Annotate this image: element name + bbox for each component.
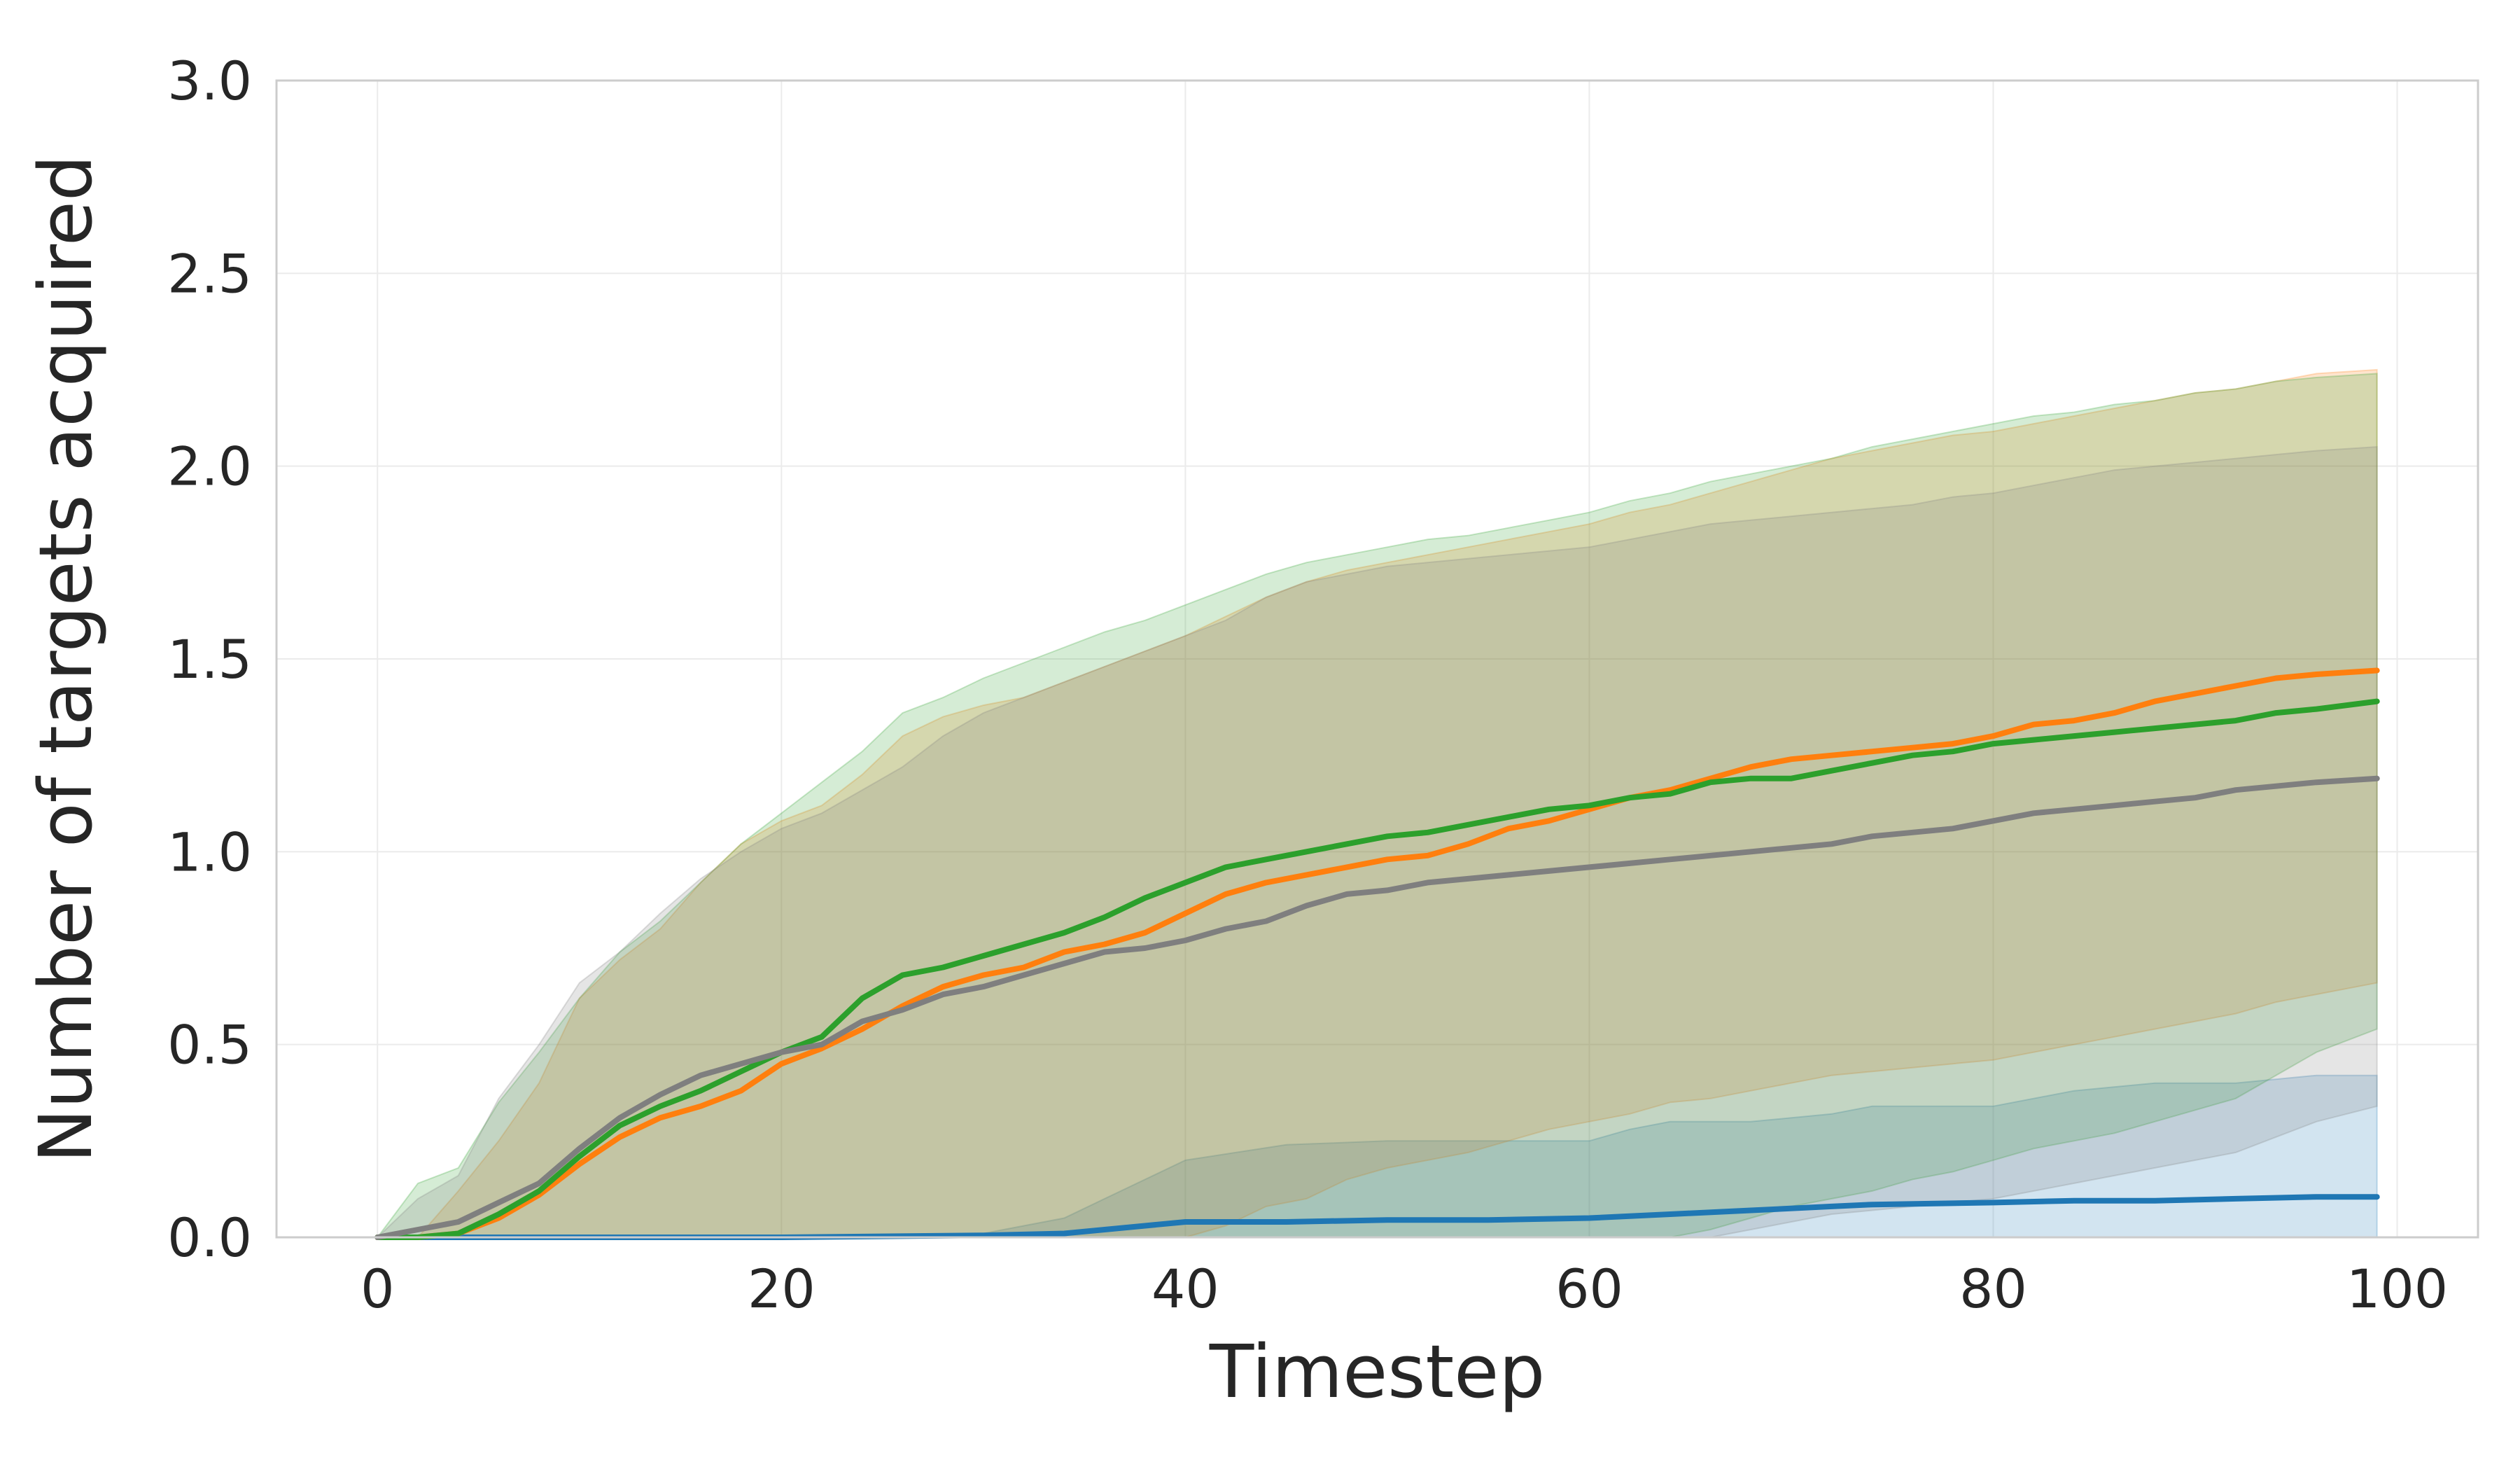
- plot-frame: [275, 79, 2479, 1239]
- y-axis-title: Number of targets acquired: [23, 155, 108, 1163]
- y-tick-label: 3.0: [167, 50, 252, 112]
- x-tick-label: 60: [1555, 1258, 1623, 1320]
- x-tick-label: 80: [1959, 1258, 2027, 1320]
- series-line-1: [374, 667, 2380, 1240]
- y-tick-labels: 0.0 0.5 1.0 1.5 2.0 2.5 3.0: [167, 50, 252, 1269]
- y-tick-label: 1.0: [167, 821, 252, 883]
- y-tick-label: 2.5: [167, 242, 252, 305]
- series-line-3: [374, 775, 2380, 1240]
- x-tick-label: 0: [360, 1258, 394, 1320]
- y-tick-label: 2.0: [167, 436, 252, 498]
- series-line-2: [374, 698, 2380, 1240]
- x-tick-label: 100: [2346, 1258, 2448, 1320]
- x-tick-labels: 0 20 40 60 80 100: [360, 1258, 2448, 1320]
- y-tick-label: 0.5: [167, 1014, 252, 1076]
- x-axis-title: Timestep: [1209, 1329, 1545, 1414]
- x-tick-label: 20: [748, 1258, 816, 1320]
- y-tick-label: 0.0: [167, 1207, 252, 1269]
- x-tick-label: 40: [1152, 1258, 1219, 1320]
- y-tick-label: 1.5: [167, 628, 252, 690]
